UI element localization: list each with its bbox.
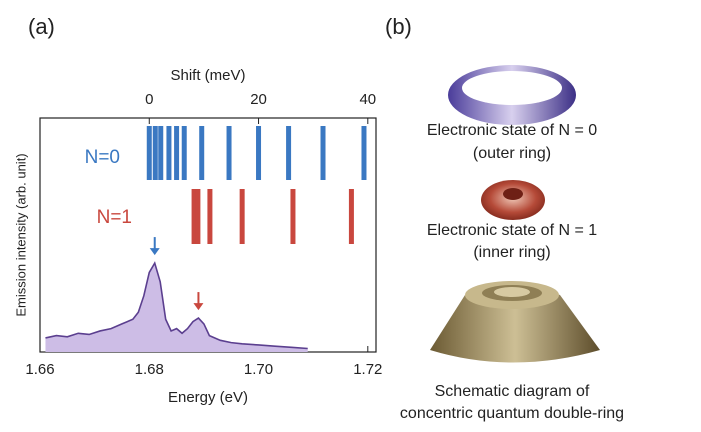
double-ring-illustration xyxy=(430,281,600,363)
transition-line xyxy=(290,189,295,244)
panel-label: (b) xyxy=(385,14,412,39)
transition-line xyxy=(207,189,212,244)
panel-label: (a) xyxy=(28,14,55,39)
caption: (outer ring) xyxy=(473,145,551,162)
x2-axis-title: Shift (meV) xyxy=(170,67,245,84)
transition-line xyxy=(321,126,326,180)
transition-line xyxy=(199,126,204,180)
legend-label: N=1 xyxy=(97,207,132,228)
x-tick-label: 1.68 xyxy=(135,361,164,378)
transition-line xyxy=(240,189,245,244)
transition-line xyxy=(361,126,366,180)
transition-line xyxy=(166,126,171,180)
caption: Electronic state of N = 0 xyxy=(427,122,597,139)
y-axis-title: Emission intensity (arb. unit) xyxy=(13,153,28,316)
x-axis-title: Energy (eV) xyxy=(168,389,248,406)
transition-line xyxy=(227,126,232,180)
outer-ring-illustration xyxy=(448,65,576,125)
inner-ring-illustration xyxy=(481,180,545,220)
transition-line xyxy=(195,189,200,244)
transition-line xyxy=(174,126,179,180)
caption: Electronic state of N = 1 xyxy=(427,222,597,239)
figure: (a) (b) Shift (meV) Energy (eV) Emission… xyxy=(0,0,701,427)
caption: (inner ring) xyxy=(473,244,550,261)
legend-label: N=0 xyxy=(85,147,120,168)
transition-line xyxy=(349,189,354,244)
spectrum-fill xyxy=(45,263,307,352)
x-tick-label: 1.72 xyxy=(353,361,382,378)
transition-line xyxy=(147,126,152,180)
x2-tick-label: 40 xyxy=(359,91,376,108)
x-tick-label: 1.70 xyxy=(244,361,273,378)
transition-line xyxy=(158,126,163,180)
transition-line xyxy=(153,126,158,180)
x2-tick-label: 20 xyxy=(250,91,267,108)
x-tick-label: 1.66 xyxy=(25,361,54,378)
arrow-head xyxy=(150,248,160,255)
arrow-head xyxy=(193,303,203,310)
transition-line xyxy=(286,126,291,180)
transition-line xyxy=(256,126,261,180)
x2-tick-label: 0 xyxy=(145,91,153,108)
caption: concentric quantum double-ring xyxy=(400,405,624,422)
transition-line xyxy=(182,126,187,180)
caption: Schematic diagram of xyxy=(435,383,590,400)
